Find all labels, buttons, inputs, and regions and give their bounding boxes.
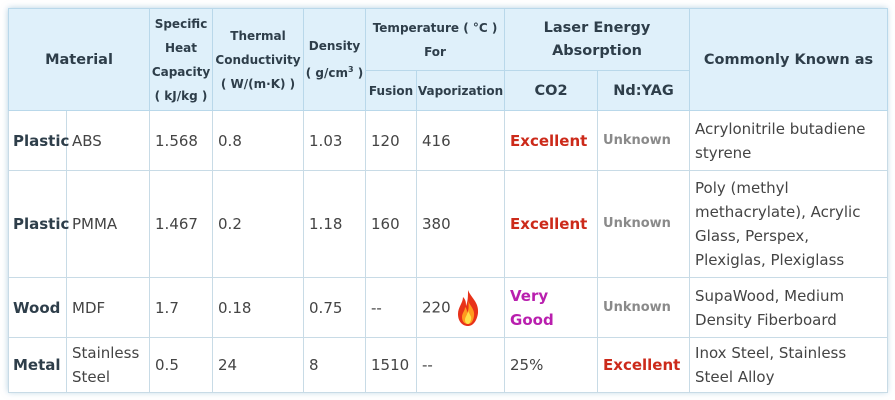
table-row: Plastic ABS 1.568 0.8 1.03 120 416 Excel… bbox=[8, 110, 889, 171]
category-cell: Metal bbox=[8, 337, 67, 393]
co2-cell: 25% bbox=[504, 337, 599, 393]
co2-cell: Excellent bbox=[504, 110, 599, 171]
density-cell: 0.75 bbox=[303, 277, 367, 338]
co2-cell: Excellent bbox=[504, 170, 599, 278]
col-header-ndyag: Nd:YAG bbox=[597, 70, 691, 111]
fusion-cell: 1510 bbox=[365, 337, 418, 393]
ndyag-cell: Unknown bbox=[597, 110, 691, 171]
vaporization-cell: 220 bbox=[416, 277, 506, 338]
specific-heat-cell: 1.7 bbox=[149, 277, 214, 338]
thermal-cell: 0.8 bbox=[212, 110, 305, 171]
header-row-1: Material Specific Heat Capacity ( kJ/kg … bbox=[7, 8, 889, 111]
thermal-cell: 0.18 bbox=[212, 277, 305, 338]
materials-table-container: Material Specific Heat Capacity ( kJ/kg … bbox=[7, 8, 889, 393]
ndyag-cell: Excellent bbox=[597, 337, 691, 393]
density-cell: 1.18 bbox=[303, 170, 367, 278]
fusion-cell: 120 bbox=[365, 110, 418, 171]
col-header-thermal-conductivity: Thermal Conductivity ( W/(m·K) ) bbox=[212, 8, 305, 111]
specific-heat-cell: 1.568 bbox=[149, 110, 214, 171]
ndyag-cell: Unknown bbox=[597, 277, 691, 338]
thermal-cell: 0.2 bbox=[212, 170, 305, 278]
col-header-fusion: Fusion bbox=[365, 70, 418, 111]
specific-heat-cell: 0.5 bbox=[149, 337, 214, 393]
material-name-cell: Stainless Steel bbox=[65, 337, 151, 393]
table-row: Metal Stainless Steel 0.5 24 8 1510 -- 2… bbox=[8, 337, 889, 393]
header-row-2: Fusion Vaporization CO2 Nd:YAG bbox=[9, 70, 888, 111]
vaporization-cell: -- bbox=[416, 337, 506, 393]
known-as-cell: SupaWood, Medium Density Fiberboard bbox=[689, 277, 889, 338]
vaporization-value: 220 bbox=[422, 298, 451, 316]
material-name-cell: ABS bbox=[65, 110, 151, 171]
material-name-cell: PMMA bbox=[65, 170, 151, 278]
known-as-cell: Acrylonitrile butadiene styrene bbox=[689, 110, 889, 171]
category-cell: Wood bbox=[8, 277, 67, 338]
col-header-known-as: Commonly Known as bbox=[689, 8, 889, 111]
table-row: Wood MDF 1.7 0.18 0.75 -- 220 Very Good … bbox=[8, 277, 889, 338]
fusion-cell: 160 bbox=[365, 170, 418, 278]
col-header-material: Material bbox=[7, 8, 151, 111]
col-header-laser-absorption: Laser Energy Absorption bbox=[504, 8, 691, 71]
co2-cell: Very Good bbox=[504, 277, 599, 338]
density-cell: 1.03 bbox=[303, 110, 367, 171]
table-row: Plastic PMMA 1.467 0.2 1.18 160 380 Exce… bbox=[8, 170, 889, 278]
known-as-cell: Inox Steel, Stainless Steel Alloy bbox=[689, 337, 889, 393]
density-cell: 8 bbox=[303, 337, 367, 393]
col-header-temperature: Temperature ( °C ) For bbox=[365, 8, 506, 71]
col-header-specific-heat: Specific Heat Capacity ( kJ/kg ) bbox=[149, 8, 214, 111]
category-cell: Plastic bbox=[8, 110, 69, 171]
vaporization-cell: 380 bbox=[416, 170, 506, 278]
flame-icon bbox=[455, 289, 481, 327]
specific-heat-cell: 1.467 bbox=[149, 170, 214, 278]
col-header-co2: CO2 bbox=[504, 70, 599, 111]
material-name-cell: MDF bbox=[65, 277, 151, 338]
ndyag-cell: Unknown bbox=[597, 170, 691, 278]
fusion-cell: -- bbox=[365, 277, 418, 338]
vaporization-cell: 416 bbox=[416, 110, 506, 171]
materials-table: Material Specific Heat Capacity ( kJ/kg … bbox=[7, 8, 889, 393]
thermal-cell: 24 bbox=[212, 337, 305, 393]
col-header-vaporization: Vaporization bbox=[416, 70, 506, 111]
category-cell: Plastic bbox=[8, 170, 69, 278]
known-as-cell: Poly (methyl methacrylate), Acrylic Glas… bbox=[689, 170, 889, 278]
col-header-density: Density ( g/cm3 ) bbox=[303, 8, 367, 111]
